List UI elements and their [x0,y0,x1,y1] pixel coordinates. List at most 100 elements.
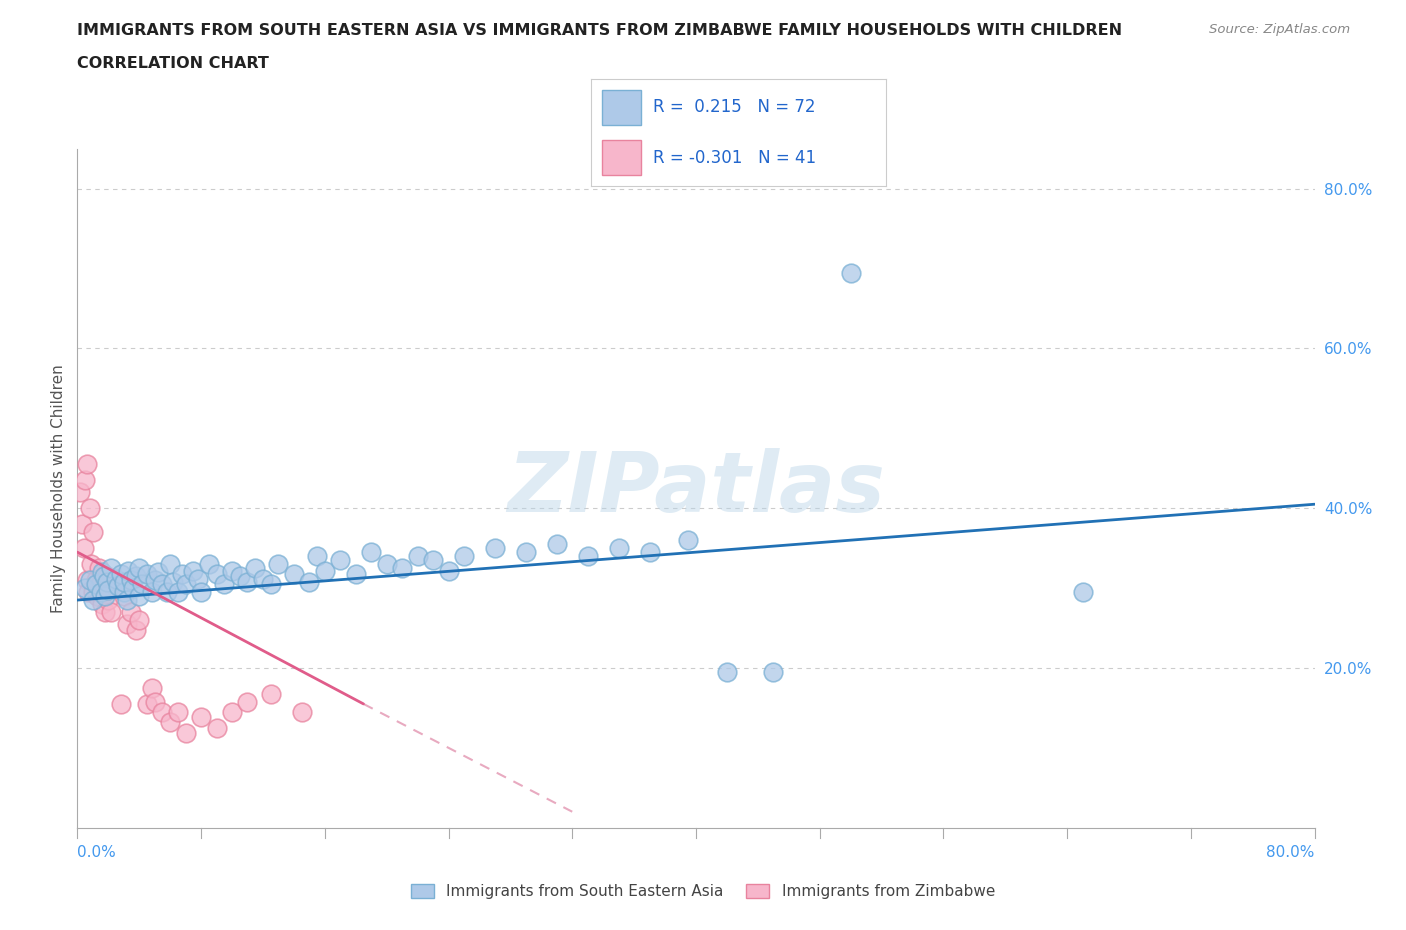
Text: IMMIGRANTS FROM SOUTH EASTERN ASIA VS IMMIGRANTS FROM ZIMBABWE FAMILY HOUSEHOLDS: IMMIGRANTS FROM SOUTH EASTERN ASIA VS IM… [77,23,1122,38]
Point [159,557,181,572]
Point [307,549,329,564]
Point [93,585,115,600]
Point [97,582,120,597]
Point [117,563,139,578]
Point [96,574,118,589]
Text: CORRELATION CHART: CORRELATION CHART [77,56,269,71]
Point [112,589,135,604]
Point [187,571,209,586]
Point [391,561,413,576]
Point [221,704,243,719]
Point [678,533,700,548]
Point [86,589,108,604]
Point [121,573,143,588]
Text: 80.0%: 80.0% [1267,845,1315,860]
Point [112,574,135,589]
Text: Source: ZipAtlas.com: Source: ZipAtlas.com [1209,23,1350,36]
Point [172,566,194,581]
Point [839,265,862,280]
Point [128,613,150,628]
Point [72,540,94,555]
Point [422,552,444,567]
Point [79,500,101,515]
Point [314,563,336,578]
Point [94,589,117,604]
Point [484,540,506,555]
Point [77,585,100,600]
Point [298,574,321,589]
Point [80,557,103,572]
Point [69,485,91,499]
Point [406,549,429,564]
Point [183,563,205,578]
Point [214,577,236,591]
Point [146,565,169,579]
Y-axis label: Family Households with Children: Family Households with Children [51,364,66,613]
Point [546,537,568,551]
Text: ZIPatlas: ZIPatlas [508,447,884,529]
Point [252,571,274,586]
Point [1071,585,1094,600]
Point [93,568,115,583]
Point [283,566,305,581]
Point [84,573,107,588]
Point [90,585,112,600]
Point [205,566,228,581]
Point [131,577,153,591]
Point [143,573,166,588]
Point [205,721,228,736]
Point [121,604,143,619]
Point [344,566,367,581]
Point [156,585,179,600]
Point [75,472,96,487]
Point [125,568,148,583]
Point [136,566,159,581]
Point [97,592,120,607]
Point [716,665,738,680]
Point [110,697,132,711]
Point [198,557,221,572]
Point [245,561,267,576]
Point [221,563,243,578]
Point [143,694,166,709]
Text: 0.0%: 0.0% [77,845,117,860]
Point [291,704,314,719]
Point [607,540,630,555]
Point [453,549,475,564]
Point [87,561,110,576]
Point [128,589,150,604]
Point [82,525,104,539]
Point [115,617,138,631]
Point [162,574,184,589]
Point [236,574,259,589]
Point [329,552,352,567]
Point [141,681,163,696]
Point [105,571,128,586]
Point [190,710,212,724]
Point [152,577,174,591]
Point [375,557,398,572]
Point [167,585,190,600]
Point [174,577,197,591]
Point [236,694,259,709]
FancyBboxPatch shape [602,140,641,175]
Point [136,697,159,711]
Point [70,517,93,532]
Point [84,577,107,591]
Point [762,665,785,680]
Point [112,585,135,600]
Point [260,686,283,701]
Point [79,573,101,588]
Point [115,592,138,607]
Point [96,568,118,583]
Legend: Immigrants from South Eastern Asia, Immigrants from Zimbabwe: Immigrants from South Eastern Asia, Immi… [406,880,1000,904]
Point [82,592,104,607]
Point [110,566,132,581]
Point [91,597,114,612]
Point [76,457,98,472]
Point [267,557,290,572]
Point [437,563,460,578]
Point [105,580,128,595]
Point [515,545,537,560]
Point [360,545,382,560]
